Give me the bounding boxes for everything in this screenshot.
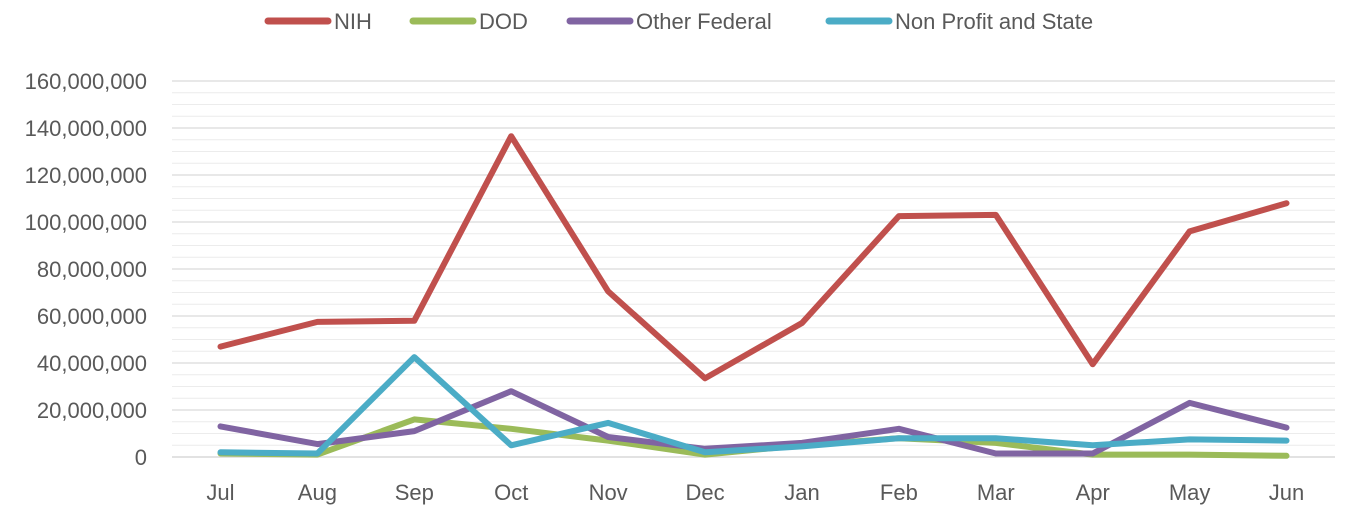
- x-axis: Jul Aug Sep Oct Nov Dec Jan Feb Mar Apr May Jun: [172, 456, 1335, 505]
- x-tick-label: Jun: [1269, 480, 1304, 505]
- legend-label: NIH: [334, 9, 372, 34]
- y-tick-label: 160,000,000: [25, 69, 147, 94]
- x-tick-label: Apr: [1076, 480, 1110, 505]
- y-tick-label: 140,000,000: [25, 116, 147, 141]
- legend-item: DOD: [409, 9, 528, 34]
- x-tick-label: Dec: [685, 480, 724, 505]
- series-nih: [217, 133, 1290, 382]
- y-tick-label: 120,000,000: [25, 163, 147, 188]
- x-tick-label: Jul: [206, 480, 234, 505]
- series-line: [217, 354, 1290, 457]
- x-tick-label: Sep: [395, 480, 434, 505]
- legend-label: Other Federal: [636, 9, 772, 34]
- x-tick-label: Nov: [589, 480, 628, 505]
- y-tick-label: 80,000,000: [37, 257, 147, 282]
- series-non-profit-and-state: [217, 354, 1290, 457]
- legend-label: DOD: [479, 9, 528, 34]
- y-tick-label: 100,000,000: [25, 210, 147, 235]
- x-tick-label: Feb: [880, 480, 918, 505]
- x-tick-label: Jan: [784, 480, 819, 505]
- x-tick-label: Oct: [494, 480, 528, 505]
- legend-item: Non Profit and State: [825, 9, 1093, 34]
- x-tick-label: Aug: [298, 480, 337, 505]
- legend-item: NIH: [264, 9, 372, 34]
- chart-series: [217, 133, 1290, 459]
- legend-label: Non Profit and State: [895, 9, 1093, 34]
- x-tick-label: Mar: [977, 480, 1015, 505]
- x-tick-label: May: [1169, 480, 1211, 505]
- y-tick-label: 60,000,000: [37, 304, 147, 329]
- chart-gridlines: [172, 80, 1335, 446]
- chart-legend: NIH DOD Other Federal Non Profit and State: [264, 9, 1093, 34]
- y-tick-label: 0: [135, 445, 147, 470]
- y-axis: 0 20,000,000 40,000,000 60,000,000 80,000,00…: [25, 69, 147, 470]
- legend-item: Other Federal: [566, 9, 772, 34]
- y-tick-label: 20,000,000: [37, 398, 147, 423]
- y-tick-label: 40,000,000: [37, 351, 147, 376]
- series-line: [217, 133, 1290, 382]
